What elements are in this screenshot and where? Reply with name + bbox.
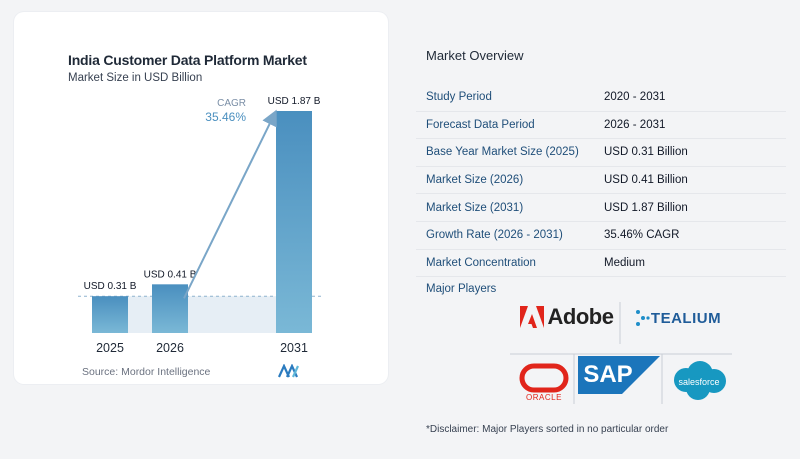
bar [276,111,312,333]
overview-key: Market Size (2031) [416,193,594,222]
overview-key: Forecast Data Period [416,111,594,140]
overview-title: Market Overview [426,48,524,63]
player-logos: Adobe TEALIUM ORACLE SAP salesforce [510,300,732,410]
chart-subtitle: Market Size in USD Billion [68,72,203,84]
salesforce-wordmark: salesforce [678,377,720,387]
adobe-icon [519,306,544,328]
overview-value: USD 1.87 Billion [594,193,786,222]
oracle-wordmark: ORACLE [526,392,562,402]
cagr-arrow [183,109,277,299]
tealium-icon [635,310,650,326]
sap-logo: SAP [578,356,660,394]
overview-row: Market Concentration Medium [416,249,786,278]
data-label: USD 0.41 B [144,269,197,280]
tealium-logo: TEALIUM [622,304,734,332]
data-label: USD 0.31 B [84,281,137,292]
overview-value: Medium [594,249,786,278]
salesforce-cloud-icon [674,361,726,400]
oracle-logo: ORACLE [516,360,572,404]
x-tick-label: 2031 [280,341,308,355]
adobe-logo: Adobe [516,302,616,332]
overview-value: USD 0.31 Billion [594,138,786,167]
tealium-wordmark: TEALIUM [650,309,722,327]
bar [152,284,188,333]
adobe-wordmark: Adobe [547,304,614,329]
overview-row: Market Size (2026) USD 0.41 Billion [416,166,786,195]
overview-key: Base Year Market Size (2025) [416,138,594,167]
sap-badge-icon [578,356,660,394]
overview-table: Study Period 2020 - 2031 Forecast Data Per… [416,84,786,278]
sap-wordmark: SAP [583,361,633,388]
source-text: Source: Mordor Intelligence [82,366,211,378]
overview-value: 2026 - 2031 [594,111,786,140]
overview-value: USD 0.41 Billion [594,166,786,195]
x-tick-label: 2026 [156,341,184,355]
overview-key: Market Concentration [416,249,594,278]
overview-value: 2020 - 2031 [594,84,786,112]
major-players-label: Major Players [426,283,497,295]
mordor-logo-icon [278,364,300,378]
disclaimer: *Disclaimer: Major Players sorted in no … [426,424,669,435]
cagr-value: 35.46% [205,110,246,124]
overview-row: Market Size (2031) USD 1.87 Billion [416,193,786,222]
overview-row: Forecast Data Period 2026 - 2031 [416,111,786,140]
chart-title: India Customer Data Platform Market [68,52,307,68]
overview-key: Growth Rate (2026 - 2031) [416,221,594,250]
oracle-icon [519,363,569,392]
overview-row: Study Period 2020 - 2031 [416,84,786,112]
salesforce-logo: salesforce [668,360,730,404]
overview-key: Market Size (2026) [416,166,594,195]
overview-row: Base Year Market Size (2025) USD 0.31 Bil… [416,138,786,167]
bar [92,296,128,333]
logo-dividers [510,302,732,404]
x-tick-label: 2025 [96,341,124,355]
cagr-label: CAGR [217,98,246,109]
overview-key: Study Period [416,84,594,112]
overview-row: Growth Rate (2026 - 2031) 35.46% CAGR [416,221,786,250]
overview-value: 35.46% CAGR [594,221,786,250]
data-label: USD 1.87 B [268,96,321,107]
